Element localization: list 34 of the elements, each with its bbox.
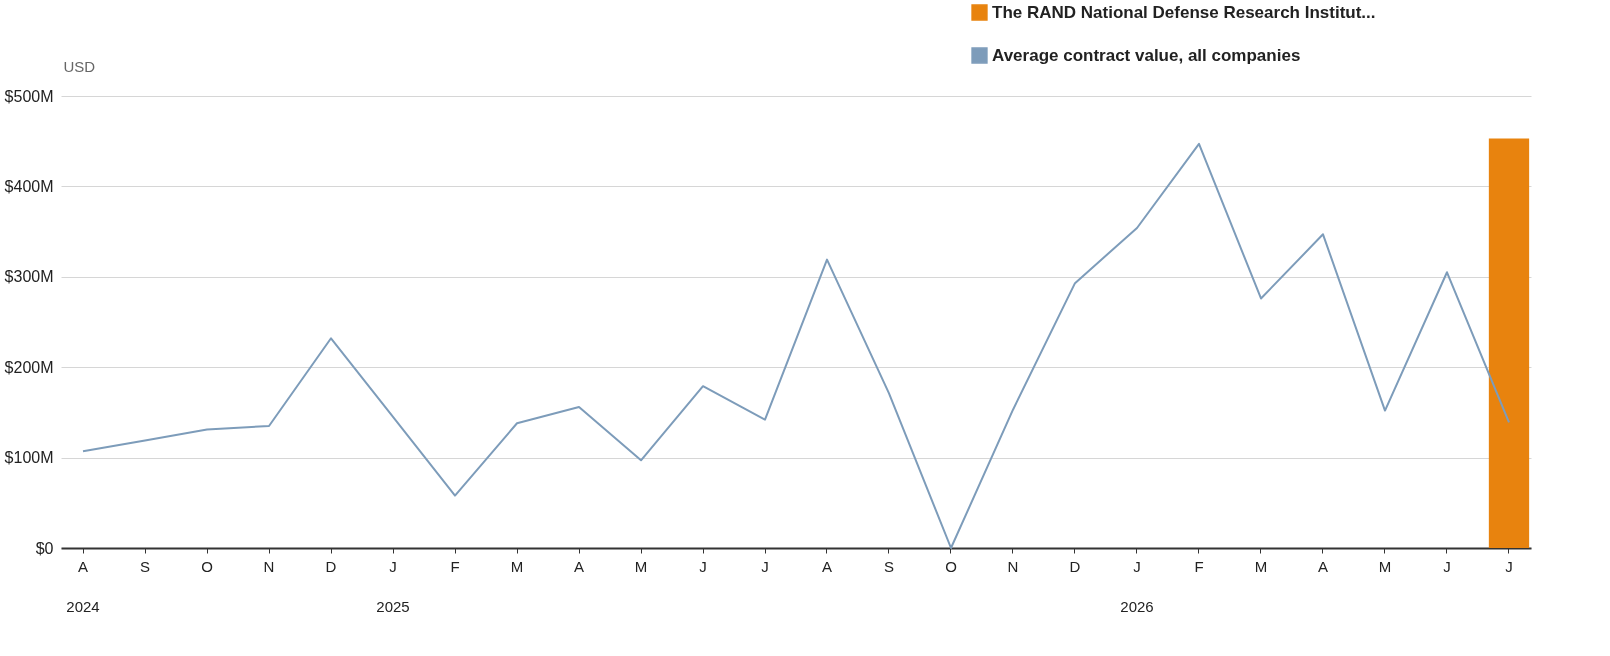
x-tick-label: O	[201, 557, 213, 575]
x-tick-label: J	[761, 557, 769, 575]
category-label: A 2024	[66, 557, 100, 615]
legend-label: Average contract value, all companies	[992, 45, 1301, 65]
y-tick-label: $500M	[4, 87, 54, 105]
x-tick-label: D	[325, 557, 337, 575]
x-tick-label: J	[699, 557, 707, 575]
x-tick-label: J	[1443, 557, 1451, 575]
x-tick-label: M	[510, 557, 524, 575]
y-tick-label: $200M	[4, 358, 54, 376]
x-tick-label: F	[1194, 557, 1204, 575]
y-tick-label: $100M	[4, 449, 54, 467]
y-tick-label: $400M	[4, 177, 54, 195]
line-series	[82, 142, 1510, 549]
x-tick-label: J	[1505, 557, 1513, 575]
y-axis-title: USD	[63, 57, 96, 75]
x-tick-label: O	[945, 557, 957, 575]
x-tick-label: N	[263, 557, 275, 575]
x-tick-label: N	[1007, 557, 1019, 575]
x-tick-label: A	[1317, 557, 1328, 575]
y-tick-label: $300M	[4, 268, 54, 286]
x-tick-label: M	[1254, 557, 1268, 575]
y-tick-label: $0	[35, 539, 54, 557]
x-tick-label: A	[821, 557, 833, 575]
x-tick-label: M	[634, 557, 648, 575]
x-tick-label: S	[883, 557, 895, 575]
category-label: J 2025	[376, 557, 410, 615]
x-tick-label: F	[450, 557, 460, 575]
x-tick-label: A	[574, 557, 585, 575]
x-tick-label: D	[1069, 557, 1081, 575]
x-tick-label: M	[1378, 557, 1392, 575]
x-tick-label: S	[140, 557, 151, 575]
category-label: J 2026	[1120, 557, 1154, 615]
legend-label: The RAND National Defense Research Institut...	[992, 2, 1376, 22]
